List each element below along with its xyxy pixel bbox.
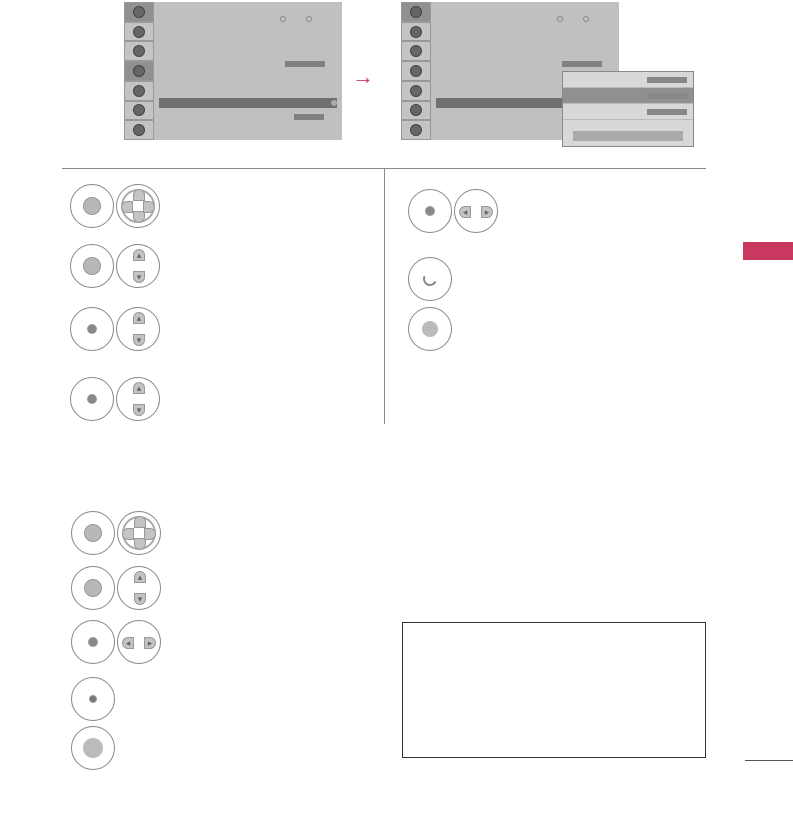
return-icon [421, 270, 439, 288]
menu-icon [410, 45, 422, 57]
sidebar-item [124, 120, 154, 140]
panel-content [154, 2, 342, 140]
menu-icon [410, 85, 422, 97]
menu-icon [410, 26, 422, 38]
menu-icon [410, 104, 422, 116]
step-control: ▴ ▾ [70, 244, 160, 288]
popup-row [563, 72, 693, 88]
popup-footer-bar [573, 131, 683, 141]
popup-row [563, 104, 693, 120]
value-badge [294, 114, 324, 120]
ok-button[interactable] [71, 726, 115, 770]
sidebar-item [401, 2, 431, 22]
menu-icon [410, 65, 422, 77]
ok-button[interactable] [70, 184, 114, 228]
menu-icon [410, 124, 422, 136]
dpad-updown[interactable]: ▴ ▾ [117, 566, 161, 610]
step-control: ◂ ▸ [71, 620, 161, 664]
dpad-4way[interactable] [116, 184, 160, 228]
step-control [71, 511, 161, 555]
page-edge-tab [743, 242, 793, 260]
divider-short [745, 760, 793, 761]
panel-status-dots [280, 16, 312, 22]
note-box [402, 622, 706, 758]
dpad-leftright[interactable]: ◂ ▸ [454, 189, 498, 233]
dpad-leftright[interactable]: ◂ ▸ [117, 620, 161, 664]
popup-value [647, 77, 687, 83]
sidebar-item [401, 81, 431, 101]
sidebar-item [124, 22, 154, 42]
ok-button[interactable] [71, 511, 115, 555]
menu-button[interactable] [71, 677, 115, 721]
sidebar-item [401, 101, 431, 121]
panel-status-dots [557, 16, 589, 22]
popup-value [647, 109, 687, 115]
step-control: ▴ ▾ [70, 377, 160, 421]
popup-value [647, 93, 687, 99]
divider-vertical [384, 168, 385, 424]
ok-button[interactable] [408, 189, 452, 233]
ok-button[interactable] [71, 620, 115, 664]
menu-icon [133, 65, 145, 77]
panel-setting-row [436, 60, 614, 70]
ok-button[interactable] [70, 377, 114, 421]
step-control [70, 184, 160, 228]
step-control: ▴ ▾ [70, 307, 160, 351]
menu-icon [133, 124, 145, 136]
sidebar-item [124, 41, 154, 61]
ok-button[interactable] [70, 244, 114, 288]
dpad-updown[interactable]: ▴ ▾ [116, 307, 160, 351]
menu-icon [133, 45, 145, 57]
popup-row-selected [563, 88, 693, 104]
sidebar-item [401, 120, 431, 140]
menu-screenshot-before [124, 2, 342, 140]
step-control: ◂ ▸ [408, 189, 498, 233]
sidebar-item [401, 61, 431, 81]
value-badge [285, 61, 325, 67]
sidebar-item [124, 2, 154, 22]
panel-sidebar [401, 2, 431, 140]
dpad-updown[interactable]: ▴ ▾ [116, 377, 160, 421]
return-button[interactable] [408, 257, 452, 301]
panel-setting-row [159, 60, 337, 70]
ok-button[interactable] [408, 307, 452, 351]
arrow-icon: → [352, 64, 374, 90]
submenu-popup [562, 71, 694, 147]
panel-sidebar [124, 2, 154, 140]
step-control: ▴ ▾ [71, 566, 161, 610]
row-indicator [331, 100, 337, 106]
sidebar-item [124, 81, 154, 101]
ok-button[interactable] [70, 307, 114, 351]
value-badge [562, 61, 602, 67]
gear-icon [133, 6, 145, 18]
menu-icon [133, 104, 145, 116]
menu-icon [133, 85, 145, 97]
dpad-updown[interactable]: ▴ ▾ [116, 244, 160, 288]
menu-icon [133, 26, 145, 38]
dpad-4way[interactable] [117, 511, 161, 555]
gear-icon [410, 6, 422, 18]
sidebar-item-active [124, 61, 154, 81]
sidebar-item [124, 101, 154, 121]
panel-highlight-row [159, 98, 337, 108]
ok-button[interactable] [71, 566, 115, 610]
sidebar-item [401, 41, 431, 61]
sidebar-item [401, 22, 431, 42]
